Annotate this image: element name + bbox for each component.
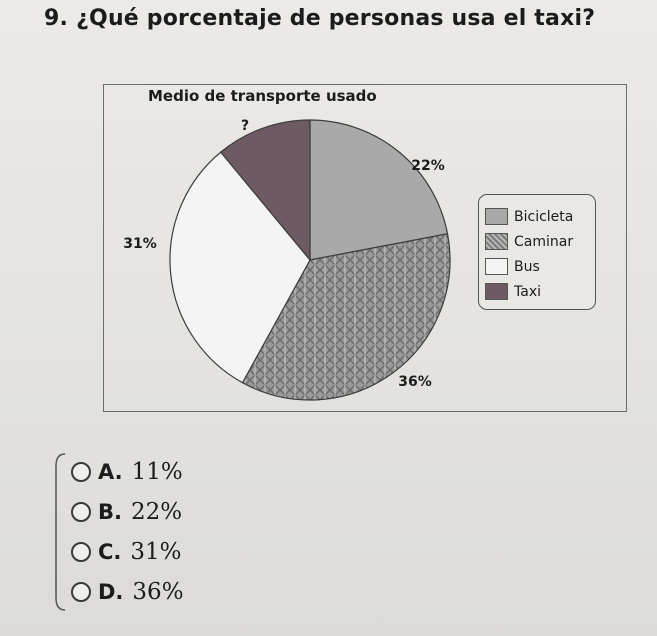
pie-slice-taxi xyxy=(219,119,311,262)
option-b-radio[interactable] xyxy=(71,502,91,522)
option-d-text: 36% xyxy=(132,579,184,605)
option-d-letter: D. xyxy=(98,580,124,604)
legend-item-bus: Bus xyxy=(485,254,595,279)
chart-legend: Bicicleta Caminar Bus Taxi xyxy=(478,194,596,310)
legend-swatch-bus xyxy=(485,258,508,275)
option-a-letter: A. xyxy=(98,460,123,484)
option-b-text: 22% xyxy=(130,499,183,525)
chart-title: Medio de transporte usado xyxy=(144,87,381,105)
legend-label-bus: Bus xyxy=(514,258,540,275)
question-title: 9. ¿Qué porcentaje de personas usa el tax… xyxy=(44,6,595,31)
legend-label-bicicleta: Bicicleta xyxy=(514,208,574,225)
slice-label-taxi: ? xyxy=(241,118,249,134)
option-c-text: 31% xyxy=(130,539,182,565)
option-c-radio[interactable] xyxy=(71,542,91,562)
legend-swatch-bicicleta xyxy=(485,208,508,225)
option-d[interactable]: D. 36% xyxy=(64,572,184,612)
legend-label-caminar: Caminar xyxy=(514,233,574,250)
legend-item-caminar: Caminar xyxy=(485,229,595,254)
option-a-radio[interactable] xyxy=(71,462,91,482)
option-b-letter: B. xyxy=(98,500,122,524)
options-bracket xyxy=(55,453,66,611)
pie-slice-bicicleta xyxy=(309,119,449,261)
legend-swatch-caminar xyxy=(485,233,508,250)
answer-options: A. 11% B. 22% C. 31% D. 36% xyxy=(64,452,184,612)
option-c[interactable]: C. 31% xyxy=(64,532,184,572)
pie-slice-bus xyxy=(169,151,311,384)
question-number: 9. xyxy=(44,6,69,31)
option-a-text: 11% xyxy=(131,459,183,485)
chart-frame xyxy=(103,84,627,412)
slice-label-bicicleta: 22% xyxy=(411,158,445,174)
legend-swatch-taxi xyxy=(485,283,508,300)
pie-slice-caminar xyxy=(241,233,451,401)
option-d-radio[interactable] xyxy=(71,582,91,602)
slice-label-caminar: 36% xyxy=(398,374,432,390)
option-b[interactable]: B. 22% xyxy=(64,492,184,532)
legend-label-taxi: Taxi xyxy=(514,283,541,300)
option-a[interactable]: A. 11% xyxy=(64,452,184,492)
legend-item-bicicleta: Bicicleta xyxy=(485,204,595,229)
legend-item-taxi: Taxi xyxy=(485,279,595,304)
slice-label-bus: 31% xyxy=(123,236,157,252)
question-text: ¿Qué porcentaje de personas usa el taxi? xyxy=(76,6,596,31)
option-c-letter: C. xyxy=(98,540,122,564)
